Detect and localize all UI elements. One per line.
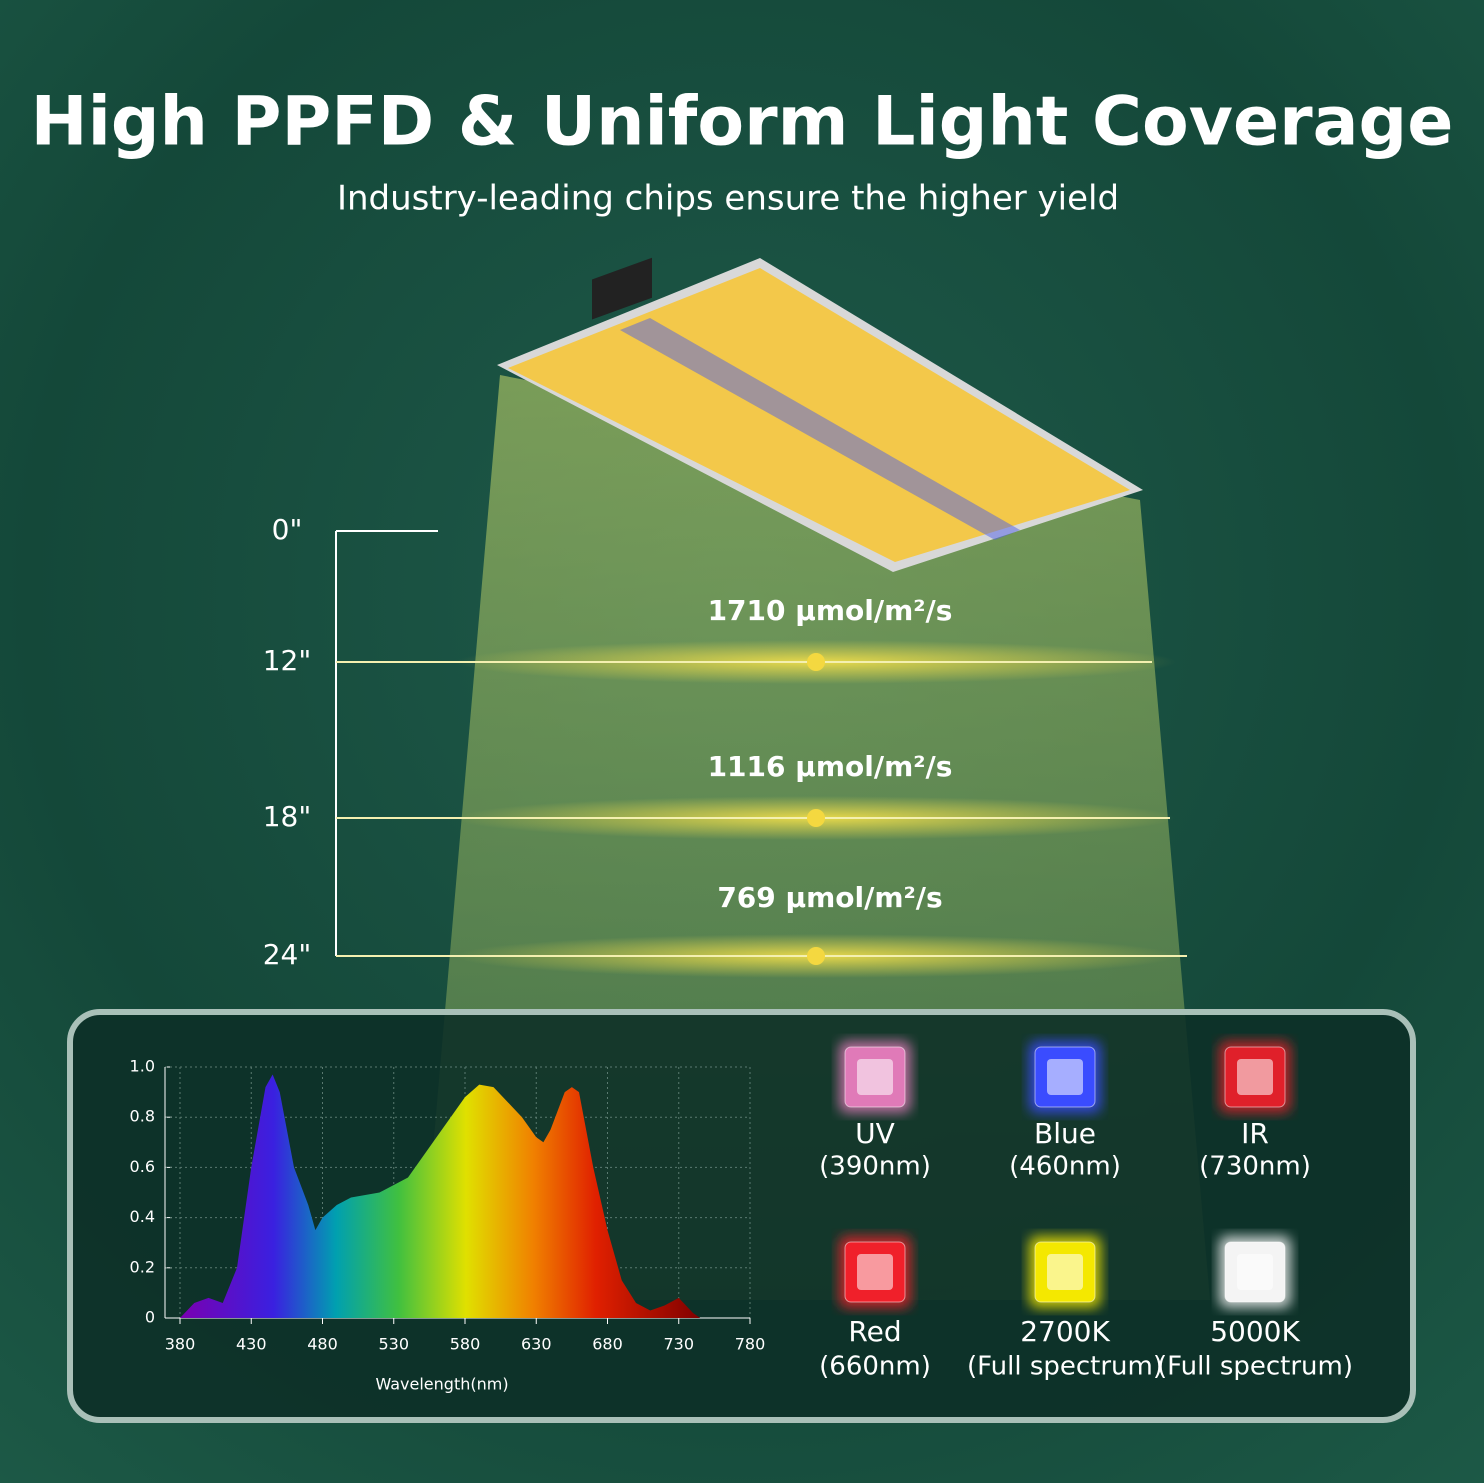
chip-core [1047,1254,1083,1290]
y-tick-label: 0 [145,1308,155,1327]
center-dot [807,947,825,965]
y-tick-label: 1.0 [130,1057,155,1076]
chip-detail: (Full spectrum) [1157,1352,1353,1382]
chip-detail: (730nm) [1199,1152,1311,1182]
x-tick-label: 430 [236,1335,267,1354]
chip-core [857,1059,893,1095]
chip-detail: (Full spectrum) [967,1352,1163,1382]
chip-name: UV [855,1117,895,1150]
ppfd-reading: 1710 µmol/m²/s [708,594,953,627]
ppfd-reading: 769 µmol/m²/s [717,881,942,914]
grow-light [497,257,1143,572]
center-dot [807,809,825,827]
x-tick-label: 530 [378,1335,409,1354]
chip-core [857,1254,893,1290]
title: High PPFD & Uniform Light Coverage [31,83,1454,162]
x-tick-label: 480 [307,1335,338,1354]
y-tick-label: 0.2 [130,1257,155,1276]
center-dot [807,653,825,671]
height-label: 24" [263,938,312,971]
chip-core [1047,1059,1083,1095]
chip-name: 5000K [1210,1315,1300,1348]
chip-detail: (460nm) [1009,1152,1121,1182]
chip-name: 2700K [1020,1315,1110,1348]
chip-name: Red [848,1315,901,1348]
height-label: 18" [263,800,312,833]
y-tick-label: 0.6 [130,1157,155,1176]
chip-core [1237,1254,1273,1290]
ppfd-reading: 1116 µmol/m²/s [708,750,953,783]
chip-core [1237,1059,1273,1095]
chip-name: Blue [1034,1117,1096,1150]
subtitle: Industry-leading chips ensure the higher… [337,179,1119,219]
x-tick-label: 630 [521,1335,552,1354]
spectrum-area [180,1074,701,1318]
height-label: 12" [263,644,312,677]
chip-detail: (390nm) [819,1152,931,1182]
x-tick-label: 580 [450,1335,481,1354]
x-tick-label: 730 [663,1335,694,1354]
chip-name: IR [1241,1117,1269,1150]
x-tick-label: 780 [735,1335,766,1354]
height-label: 0" [272,513,303,546]
chip-detail: (660nm) [819,1352,931,1382]
y-tick-label: 0.8 [130,1107,155,1126]
x-tick-label: 680 [592,1335,623,1354]
y-tick-label: 0.4 [130,1207,155,1226]
x-tick-label: 380 [165,1335,196,1354]
x-axis-label: Wavelength(nm) [375,1375,508,1394]
